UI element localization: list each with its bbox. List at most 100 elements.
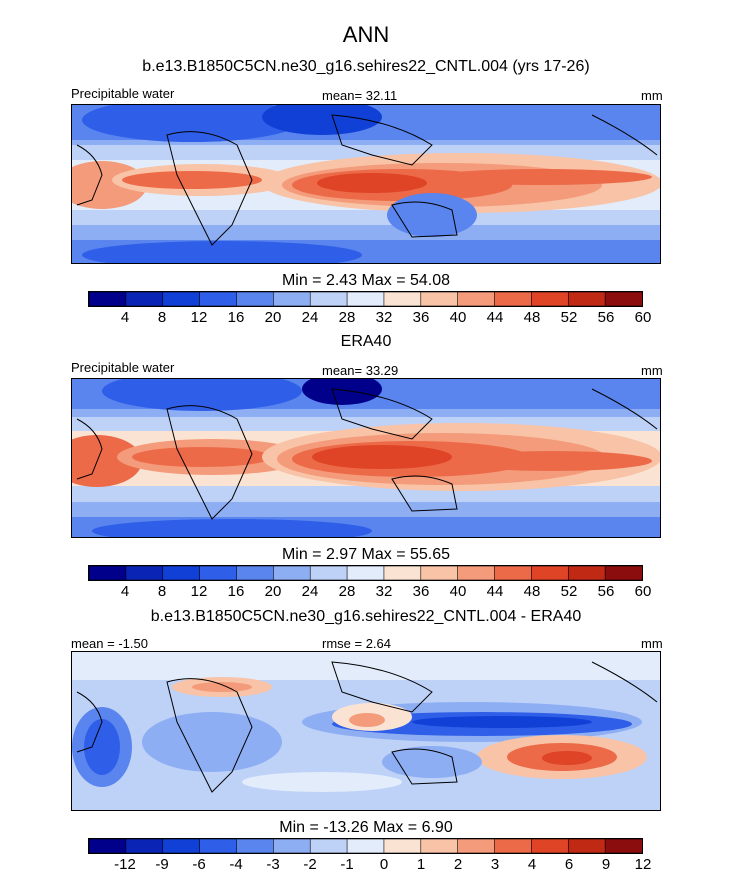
panel1-tick: 12 (190, 309, 208, 326)
panel3-colorbar-swatches (89, 839, 642, 853)
panel3-colorbar (88, 838, 643, 854)
colorbar-swatch (383, 292, 422, 306)
colorbar-swatch (346, 292, 385, 306)
panel2-map (71, 378, 661, 538)
panel1-colorbar-swatches (89, 292, 642, 306)
panel2-mean-label: mean= 33.29 (322, 363, 399, 378)
panel2-tick: 60 (634, 583, 652, 600)
panel3-tick: -12 (114, 856, 136, 873)
colorbar-swatch (273, 566, 312, 580)
panel3-tick: 3 (490, 856, 500, 873)
panel3-units-label: mm (641, 636, 663, 651)
panel2-tick: 52 (560, 583, 578, 600)
colorbar-swatch (457, 839, 496, 853)
panel1-tick: 48 (523, 309, 541, 326)
panel2-tick: 4 (120, 583, 130, 600)
panel3-colorbar-ticks: -12 -9 -6 -4 -3 -2 -1 0 1 2 3 4 6 9 12 (88, 856, 651, 874)
panel2-minmax: Min = 2.97 Max = 55.65 (281, 546, 451, 563)
colorbar-swatch (236, 839, 275, 853)
colorbar-swatch (199, 292, 238, 306)
panel3-tick: 9 (601, 856, 611, 873)
panel3-tick: 12 (634, 856, 652, 873)
colorbar-swatch (494, 839, 533, 853)
panel2-tick: 28 (338, 583, 356, 600)
panel3-mean-label: mean = -1.50 (71, 636, 148, 651)
panel3-map-field (72, 652, 660, 810)
panel2-tick: 36 (412, 583, 430, 600)
colorbar-swatch (236, 566, 275, 580)
panel1-tick: 40 (449, 309, 467, 326)
panel1-tick: 24 (301, 309, 319, 326)
colorbar-swatch (273, 292, 312, 306)
colorbar-swatch (531, 566, 570, 580)
panel2-tick: 44 (486, 583, 504, 600)
colorbar-swatch (494, 292, 533, 306)
panel1-tick: 36 (412, 309, 430, 326)
colorbar-swatch (236, 292, 275, 306)
panel3-tick: -3 (266, 856, 280, 873)
panel3-tick: 2 (453, 856, 463, 873)
panel3-minmax: Min = -13.26 Max = 6.90 (279, 819, 453, 836)
colorbar-swatch (273, 839, 312, 853)
panel1-map (71, 104, 661, 264)
colorbar-swatch (162, 292, 201, 306)
panel1-subtitle: b.e13.B1850C5CN.ne30_g16.sehires22_CNTL.… (142, 58, 590, 75)
colorbar-swatch (162, 839, 201, 853)
panel2-tick: 16 (227, 583, 245, 600)
panel3-map (71, 651, 661, 811)
colorbar-swatch (309, 839, 348, 853)
panel1-tick: 60 (634, 309, 652, 326)
panel2-variable-label: Precipitable water (71, 360, 175, 375)
colorbar-swatch (531, 292, 570, 306)
panel3-tick: -2 (303, 856, 317, 873)
panel2-subtitle: ERA40 (340, 333, 392, 350)
panel3-rmse-label: rmse = 2.64 (322, 636, 392, 651)
colorbar-swatch (457, 566, 496, 580)
panel2-tick: 48 (523, 583, 541, 600)
panel2-units-label: mm (641, 363, 663, 378)
panel1-colorbar (88, 291, 643, 307)
colorbar-swatch (567, 839, 606, 853)
colorbar-swatch (199, 839, 238, 853)
panel2-tick: 56 (597, 583, 615, 600)
panel3-tick: 1 (416, 856, 426, 873)
colorbar-swatch (420, 566, 459, 580)
panel1-tick: 8 (157, 309, 167, 326)
colorbar-swatch (604, 292, 642, 306)
colorbar-swatch (125, 839, 164, 853)
panel2-tick: 12 (190, 583, 208, 600)
panel1-tick: 20 (264, 309, 282, 326)
panel1-tick: 52 (560, 309, 578, 326)
colorbar-swatch (531, 839, 570, 853)
panel1-mean-label: mean= 32.11 (322, 88, 398, 103)
panel1-tick: 16 (227, 309, 245, 326)
panel3-tick: -1 (340, 856, 354, 873)
panel2-tick: 40 (449, 583, 467, 600)
colorbar-swatch (420, 292, 459, 306)
colorbar-swatch (604, 566, 642, 580)
panel2-colorbar-ticks: 4 8 12 16 20 24 28 32 36 40 44 48 52 56 … (88, 583, 652, 601)
colorbar-swatch (125, 292, 164, 306)
colorbar-swatch (346, 566, 385, 580)
panel1-tick: 56 (597, 309, 615, 326)
figure-title: ANN (342, 22, 390, 47)
panel1-variable-label: Precipitable water (71, 86, 175, 101)
panel3-tick: -6 (192, 856, 206, 873)
colorbar-swatch (567, 292, 606, 306)
colorbar-swatch (383, 566, 422, 580)
colorbar-swatch (457, 292, 496, 306)
colorbar-swatch (604, 839, 642, 853)
panel3-tick: -4 (229, 856, 243, 873)
colorbar-swatch (199, 566, 238, 580)
panel3-tick: 0 (379, 856, 389, 873)
colorbar-swatch (89, 839, 127, 853)
panel3-tick: -9 (155, 856, 169, 873)
panel2-map-field (72, 379, 660, 537)
panel1-colorbar-ticks: 4 8 12 16 20 24 28 32 36 40 44 48 52 56 … (88, 309, 652, 327)
colorbar-swatch (309, 292, 348, 306)
panel2-tick: 24 (301, 583, 319, 600)
colorbar-swatch (125, 566, 164, 580)
panel2-colorbar (88, 565, 643, 581)
colorbar-swatch (420, 839, 459, 853)
panel3-tick: 4 (527, 856, 537, 873)
